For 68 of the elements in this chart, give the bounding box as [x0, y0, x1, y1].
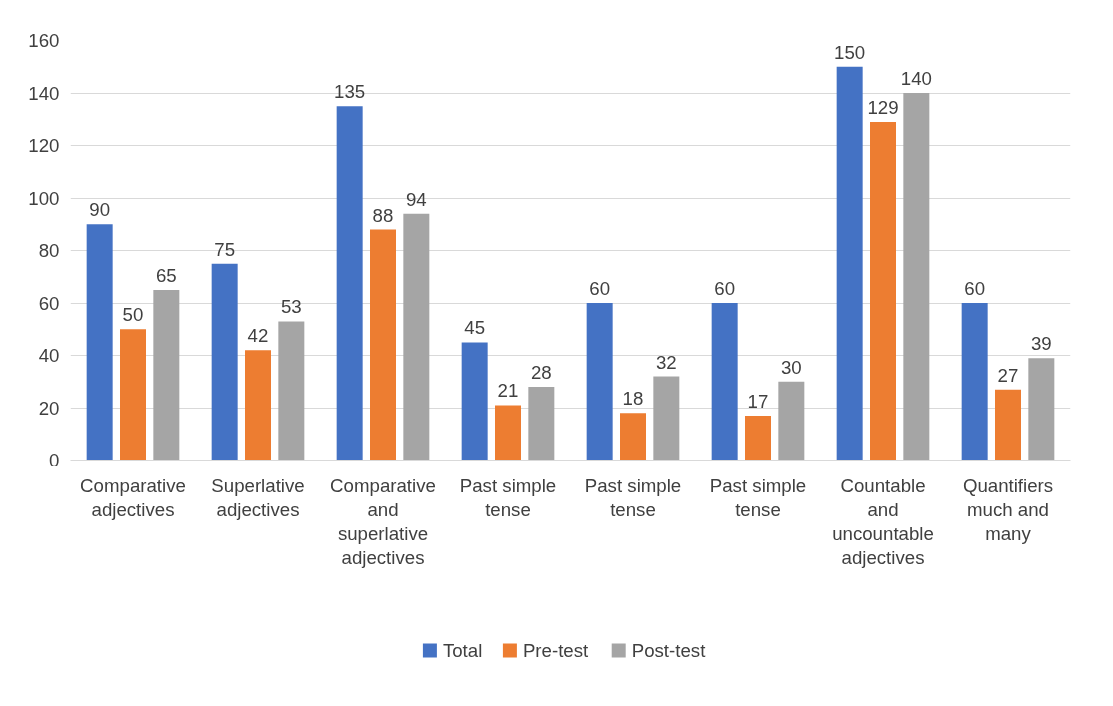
data-label: 60 [964, 278, 986, 299]
bar [461, 342, 488, 461]
y-tick-label: 140 [28, 82, 60, 104]
bar [403, 213, 430, 461]
bar [528, 387, 555, 461]
bar [653, 376, 680, 461]
x-tick-label: Past simple tense [584, 474, 682, 520]
y-tick-label: 80 [38, 240, 60, 261]
data-label: 28 [530, 362, 552, 383]
x-tick-label: Comparative and superlative adjectives [330, 474, 436, 568]
data-label: 150 [834, 41, 866, 63]
x-tick-label: Quantifiers much and many [962, 474, 1054, 544]
y-tick-label: 0 [49, 449, 60, 471]
bar [245, 350, 271, 461]
bar [586, 303, 613, 461]
legend-label: Total [442, 640, 483, 661]
bar [336, 106, 363, 461]
data-label: 39 [1030, 333, 1052, 355]
bar [778, 381, 805, 461]
y-tick-label: 120 [28, 135, 60, 156]
x-tick-label: Comparative adjectives [80, 474, 186, 520]
data-label: 42 [247, 325, 269, 347]
x-tick-label: Past simple tense [709, 474, 807, 520]
y-tick-label: 160 [28, 30, 60, 51]
bar [870, 121, 896, 461]
x-tick-label: Countable and uncountable adjectives [832, 474, 934, 568]
data-label: 18 [622, 388, 644, 410]
y-tick-label: 20 [38, 397, 60, 419]
bar [995, 389, 1021, 461]
bar [211, 263, 238, 461]
bar [86, 224, 113, 461]
bar [903, 93, 930, 461]
bar [745, 415, 771, 461]
data-label: 60 [714, 278, 736, 299]
y-tick-label: 40 [38, 345, 60, 366]
data-label: 53 [280, 296, 302, 318]
x-tick-label: Superlative adjectives [211, 474, 305, 520]
bar [711, 303, 738, 461]
data-label: 88 [372, 204, 394, 226]
bar [278, 321, 305, 461]
x-tick-label: Past simple tense [459, 474, 557, 520]
data-label: 94 [405, 188, 427, 210]
legend-label: Pre-test [522, 640, 590, 661]
bar [370, 229, 396, 461]
data-label: 90 [89, 199, 111, 221]
legend-label: Post-test [631, 640, 707, 661]
bar [961, 303, 988, 461]
data-label: 30 [780, 356, 802, 378]
bar [495, 405, 521, 461]
y-tick-label: 100 [28, 187, 60, 209]
bar [620, 413, 646, 461]
data-label: 129 [867, 96, 899, 118]
data-label: 27 [997, 364, 1019, 386]
data-label: 65 [155, 264, 177, 286]
bar [1028, 358, 1055, 461]
data-label: 17 [747, 390, 769, 412]
data-label: 21 [497, 380, 519, 402]
bar [153, 289, 180, 461]
y-tick-label: 60 [38, 292, 60, 314]
data-label: 50 [122, 304, 144, 326]
bar [836, 66, 863, 461]
data-label: 60 [589, 278, 611, 299]
data-label: 135 [334, 81, 366, 103]
data-label: 32 [655, 351, 677, 373]
bar [120, 329, 146, 461]
data-label: 140 [900, 68, 932, 89]
data-label: 45 [464, 317, 486, 339]
data-label: 75 [214, 238, 236, 260]
